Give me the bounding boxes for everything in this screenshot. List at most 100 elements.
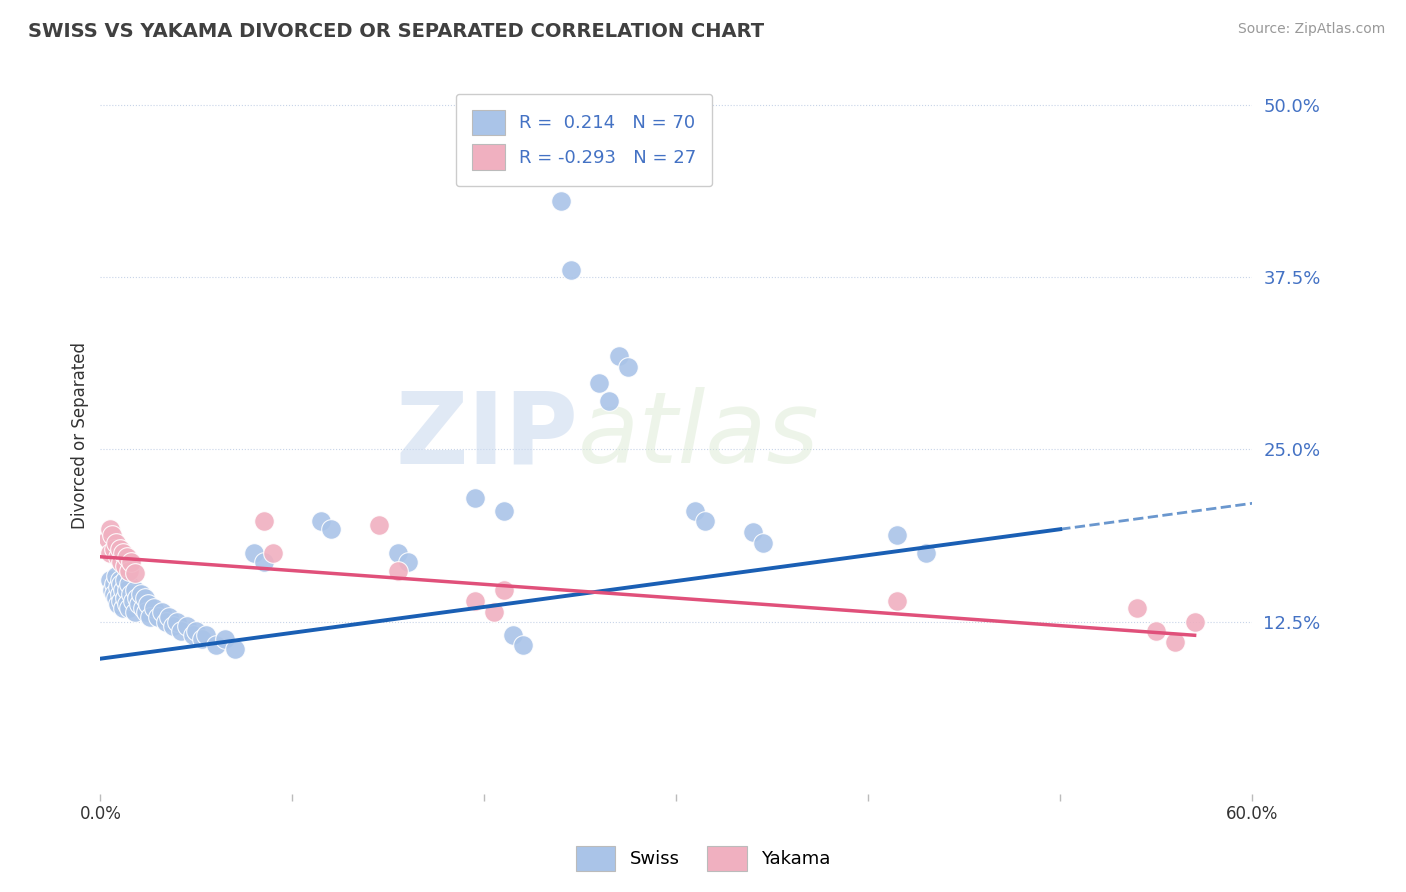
Point: [492, 504, 515, 518]
Point: [104, 536, 127, 550]
Point: [118, 564, 141, 578]
Point: [101, 582, 124, 597]
Point: [550, 194, 572, 209]
Point: [112, 546, 135, 560]
Point: [103, 577, 125, 591]
Point: [124, 605, 146, 619]
Point: [492, 582, 515, 597]
Text: ZIP: ZIP: [395, 387, 578, 484]
Point: [1164, 635, 1187, 649]
Point: [104, 569, 127, 583]
Point: [120, 555, 142, 569]
Point: [598, 394, 620, 409]
Point: [131, 600, 153, 615]
Point: [124, 582, 146, 597]
Text: Source: ZipAtlas.com: Source: ZipAtlas.com: [1237, 22, 1385, 37]
Point: [464, 491, 486, 505]
Point: [110, 594, 132, 608]
Point: [115, 597, 138, 611]
Point: [103, 541, 125, 556]
Point: [108, 587, 131, 601]
Point: [129, 587, 152, 601]
Point: [309, 514, 332, 528]
Point: [104, 591, 127, 606]
Point: [751, 536, 773, 550]
Legend: Swiss, Yakama: Swiss, Yakama: [568, 838, 838, 879]
Point: [194, 628, 217, 642]
Point: [98, 573, 121, 587]
Point: [97, 532, 120, 546]
Point: [252, 514, 274, 528]
Point: [159, 610, 181, 624]
Point: [387, 564, 409, 578]
Point: [114, 573, 136, 587]
Point: [146, 610, 169, 624]
Point: [120, 587, 142, 601]
Point: [143, 600, 166, 615]
Point: [166, 615, 188, 629]
Point: [464, 594, 486, 608]
Point: [367, 518, 389, 533]
Point: [214, 632, 236, 647]
Point: [396, 555, 419, 569]
Point: [685, 504, 707, 518]
Point: [512, 638, 534, 652]
Point: [108, 541, 131, 556]
Point: [181, 628, 204, 642]
Point: [115, 549, 138, 564]
Point: [118, 577, 141, 591]
Point: [482, 605, 505, 619]
Point: [886, 594, 908, 608]
Point: [125, 591, 148, 606]
Point: [560, 263, 582, 277]
Point: [886, 527, 908, 541]
Point: [134, 591, 156, 606]
Text: SWISS VS YAKAMA DIVORCED OR SEPARATED CORRELATION CHART: SWISS VS YAKAMA DIVORCED OR SEPARATED CO…: [28, 22, 765, 41]
Point: [252, 555, 274, 569]
Point: [915, 546, 938, 560]
Point: [693, 514, 716, 528]
Point: [110, 555, 132, 569]
Point: [122, 594, 145, 608]
Point: [607, 349, 630, 363]
Point: [108, 573, 131, 587]
Point: [588, 376, 610, 391]
Point: [191, 632, 214, 647]
Legend: R =  0.214   N = 70, R = -0.293   N = 27: R = 0.214 N = 70, R = -0.293 N = 27: [456, 94, 713, 186]
Point: [224, 642, 246, 657]
Point: [155, 615, 177, 629]
Point: [114, 591, 136, 606]
Point: [1144, 624, 1167, 639]
Point: [204, 638, 226, 652]
Point: [387, 546, 409, 560]
Point: [319, 522, 342, 536]
Point: [107, 580, 129, 594]
Text: atlas: atlas: [578, 387, 820, 484]
Point: [138, 597, 160, 611]
Point: [110, 577, 132, 591]
Point: [124, 566, 146, 581]
Point: [135, 605, 157, 619]
Point: [1184, 615, 1206, 629]
Point: [118, 600, 141, 615]
Point: [128, 597, 150, 611]
Point: [150, 605, 173, 619]
Point: [139, 610, 162, 624]
Point: [170, 624, 193, 639]
Point: [243, 546, 266, 560]
Point: [103, 587, 125, 601]
Point: [107, 549, 129, 564]
Point: [114, 559, 136, 574]
Point: [262, 546, 284, 560]
Y-axis label: Divorced or Separated: Divorced or Separated: [72, 342, 89, 529]
Point: [186, 624, 208, 639]
Point: [98, 546, 121, 560]
Point: [162, 618, 184, 632]
Point: [112, 600, 135, 615]
Point: [502, 628, 524, 642]
Point: [115, 582, 138, 597]
Point: [176, 618, 198, 632]
Point: [107, 597, 129, 611]
Point: [742, 524, 765, 539]
Point: [101, 527, 124, 541]
